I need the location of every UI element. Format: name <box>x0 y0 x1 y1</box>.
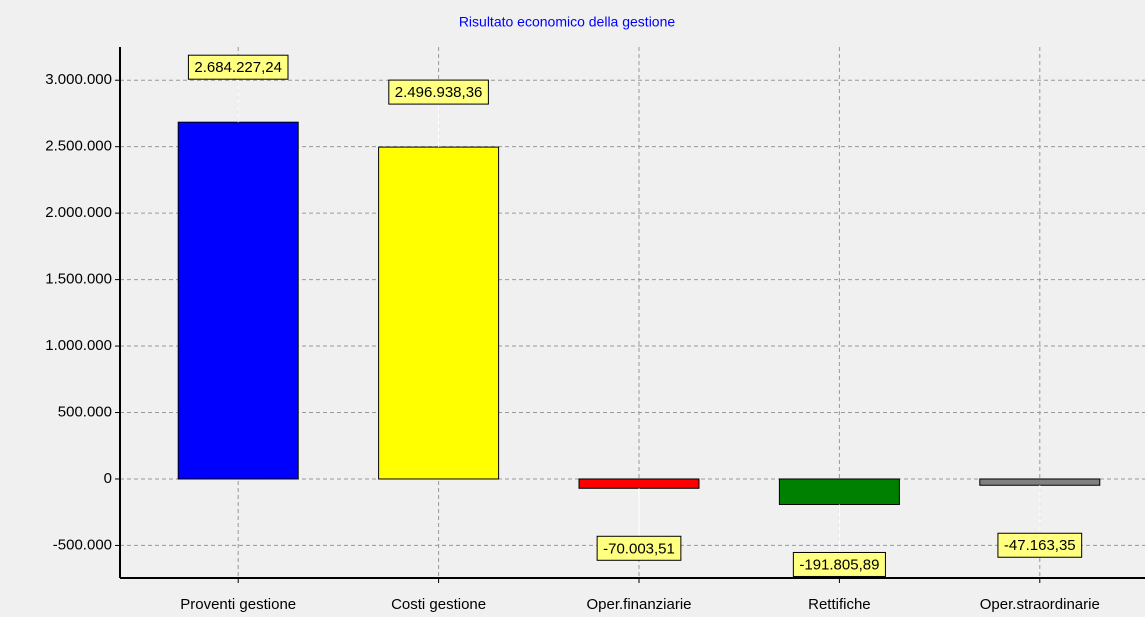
y-tick-label: 0 <box>104 470 112 487</box>
value-label-box <box>596 535 682 561</box>
x-tick-label: Oper.finanziarie <box>586 596 691 613</box>
bar <box>778 478 900 505</box>
value-label: -47.163,35 <box>1004 537 1076 554</box>
bar <box>378 146 500 480</box>
value-label-box <box>388 79 489 105</box>
value-label: -191.805,89 <box>799 556 879 573</box>
value-label: 2.684.227,24 <box>194 59 282 76</box>
x-tick-label: Costi gestione <box>391 596 486 613</box>
y-tick-label: -500.000 <box>53 536 112 553</box>
x-tick-label: Proventi gestione <box>180 596 296 613</box>
chart-title: Risultato economico della gestione <box>459 14 676 30</box>
y-tick-label: 2.000.000 <box>45 204 112 221</box>
value-label-box <box>997 532 1083 558</box>
y-tick-label: 1.000.000 <box>45 337 112 354</box>
y-tick-label: 500.000 <box>58 403 112 420</box>
y-tick-label: 1.500.000 <box>45 271 112 288</box>
y-tick-label: 2.500.000 <box>45 138 112 155</box>
value-label: -70.003,51 <box>603 540 675 557</box>
y-tick-label: 3.000.000 <box>45 71 112 88</box>
x-tick-label: Oper.straordinarie <box>980 596 1100 613</box>
value-label-box <box>792 551 886 577</box>
value-label: 2.496.938,36 <box>395 84 483 101</box>
bar <box>177 121 299 480</box>
bar <box>578 478 700 489</box>
value-label-box <box>187 54 289 80</box>
bar <box>979 478 1101 486</box>
x-tick-label: Rettifiche <box>808 596 871 613</box>
